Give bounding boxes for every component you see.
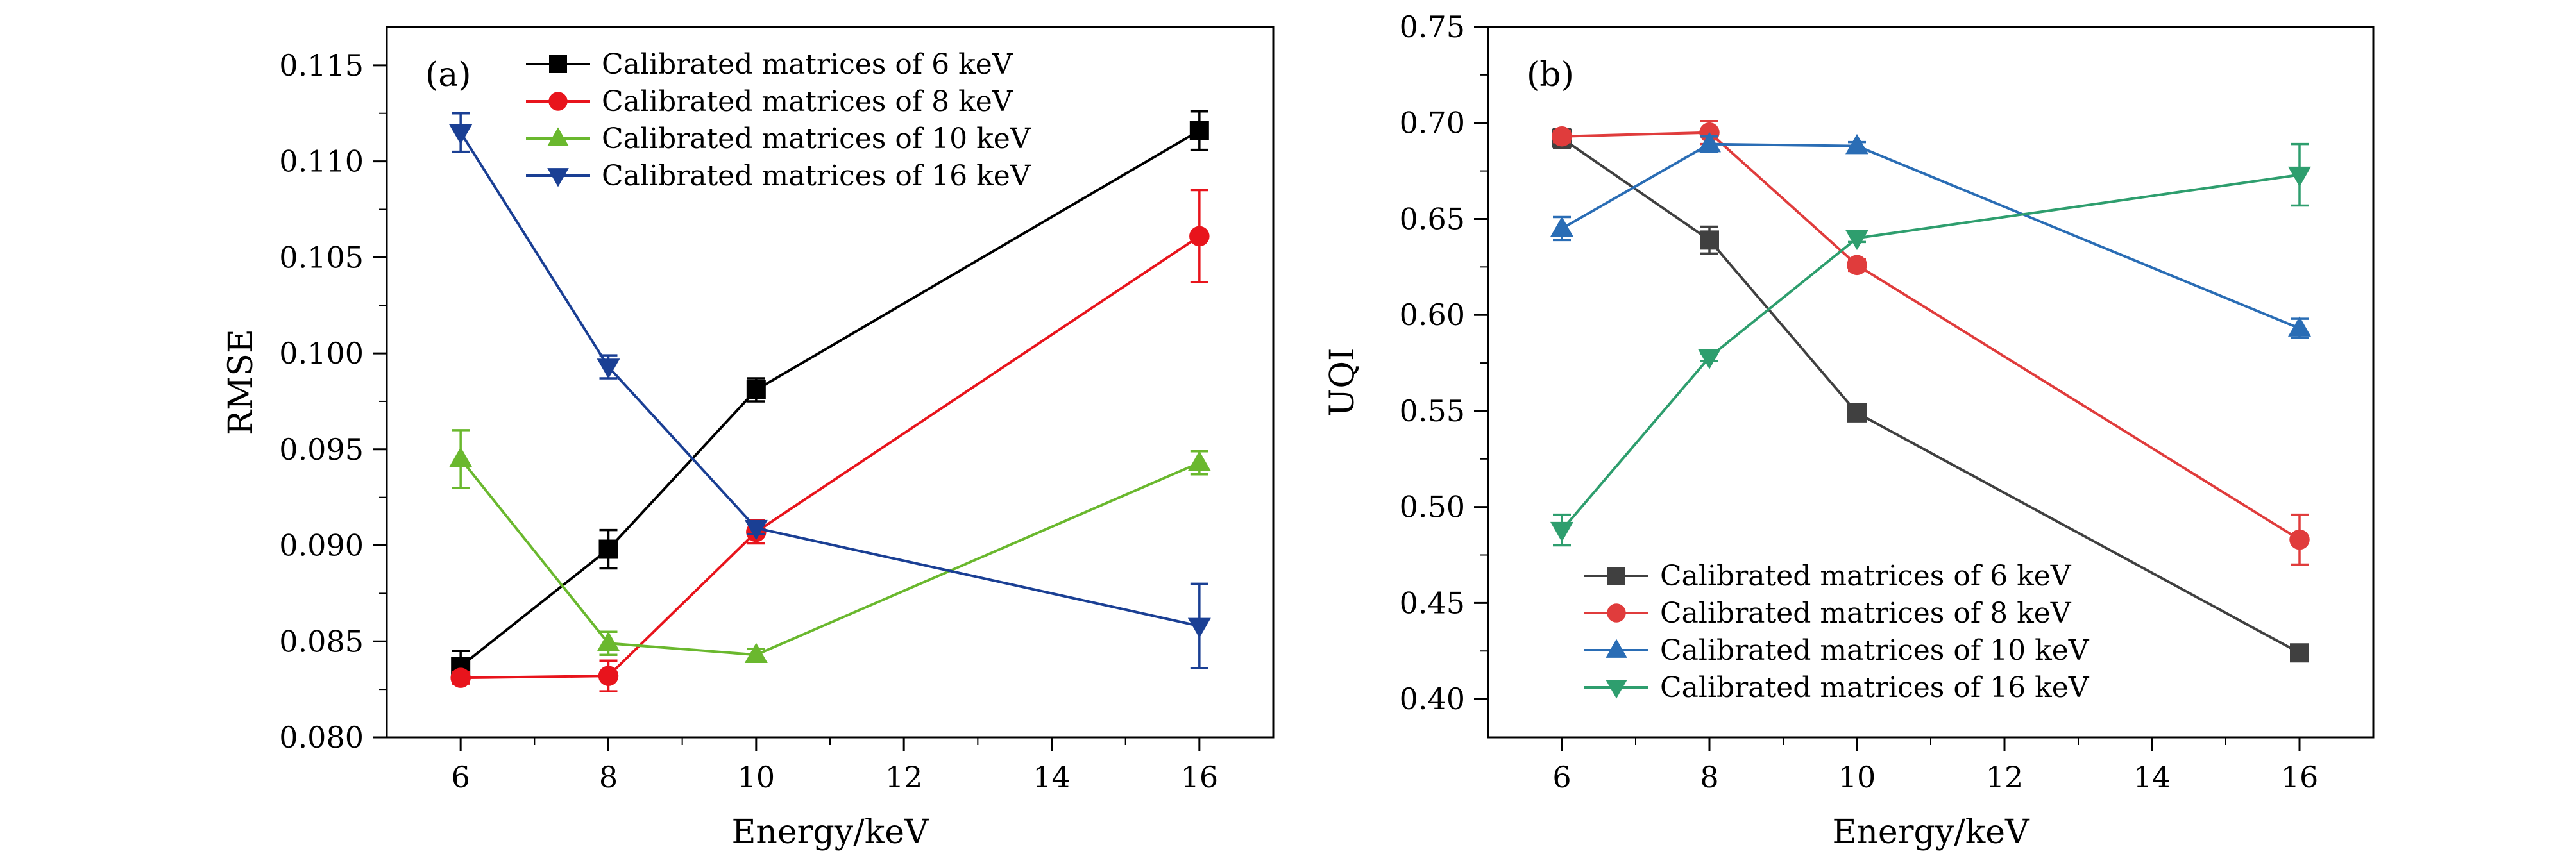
panel-b-data-point: [1550, 216, 1573, 237]
panel-b-legend-marker: [1606, 680, 1627, 699]
panel-a-legend-marker: [549, 55, 567, 73]
panel-a-x-tick-label: 6: [452, 760, 470, 794]
panel-b-data-point: [1845, 230, 1868, 251]
panel-a-data-point: [1187, 617, 1211, 639]
panel-a-data-point: [598, 666, 619, 686]
panel-b-data-point: [1698, 131, 1721, 153]
panel-b-y-tick-label: 0.70: [1400, 106, 1465, 140]
panel-b-legend-marker: [1606, 639, 1627, 658]
panel-b-legend-marker: [1607, 603, 1626, 623]
panel-b-plot-frame: [1487, 26, 2375, 739]
panel-b-x-tick-label: 16: [2281, 760, 2319, 794]
panel-a-data-point: [746, 380, 766, 399]
panel-b-data-point: [1847, 403, 1867, 423]
panel-a-data-point: [744, 519, 768, 541]
panel-a-y-tick-label: 0.085: [279, 624, 364, 659]
panel-a-series-2: [450, 189, 1210, 692]
panel-a-y-tick-label: 0.110: [279, 144, 364, 179]
panel-b-data-point: [1552, 126, 1572, 147]
panel-a-series-4: [449, 112, 1211, 669]
panel-b-series-line: [1561, 131, 2301, 541]
panel-b-data-point: [2288, 316, 2311, 337]
panel-b-label: (b): [1527, 56, 1574, 94]
panel-b-data-point: [1550, 521, 1573, 542]
panel-a-y-tick-label: 0.115: [279, 48, 364, 83]
panel-a-x-tick-label: 12: [885, 760, 923, 794]
panel-a-data-point: [449, 124, 473, 145]
panel-b-x-tick-label: 12: [1986, 760, 2024, 794]
panel-a-legend: Calibrated matrices of 6 keV Calibrated m…: [526, 48, 1031, 192]
panel-a-legend-label: Calibrated matrices of 6 keV: [602, 48, 1013, 81]
panel-b-legend: Calibrated matrices of 6 keV Calibrated m…: [1584, 560, 2090, 704]
panel-b-data-point: [2288, 166, 2311, 187]
panel-b-legend-label: Calibrated matrices of 10 keV: [1660, 634, 2090, 667]
panel-b-y-tick-label: 0.55: [1400, 394, 1465, 428]
panel-b-x-tick-label: 8: [1700, 760, 1718, 794]
panel-a-series-line: [461, 235, 1200, 680]
panel-b-data-point: [1700, 230, 1719, 250]
panel-b-y-tick-label: 0.75: [1400, 10, 1465, 44]
panel-b-series-2: [1552, 119, 2310, 566]
panel-a-data-point: [598, 539, 618, 559]
panel-b-series-line: [1561, 142, 2300, 330]
panel-a-legend-label: Calibrated matrices of 8 keV: [602, 85, 1013, 118]
panel-a-data-point: [597, 631, 620, 652]
panel-b-data-point: [2290, 643, 2309, 663]
panel-b-series-4: [1550, 142, 2311, 547]
panel-b-x-tick-label: 14: [2133, 760, 2171, 794]
panel-b-x-axis-title: Energy/keV: [1832, 813, 2030, 852]
panel-a-data-point: [744, 642, 768, 663]
panel-a-legend-label: Calibrated matrices of 10 keV: [602, 122, 1031, 155]
panel-b-data-point: [1845, 133, 1868, 155]
panel-a-series-line: [459, 129, 1200, 667]
panel-a-data-point: [1189, 226, 1210, 247]
panel-b-y-tick-label: 0.65: [1400, 201, 1465, 236]
panel-b-y-tick-label: 0.60: [1400, 298, 1465, 332]
panel-a-series-1: [451, 110, 1209, 683]
panel-a-legend-marker: [547, 127, 569, 146]
panel-a-x-axis-title: Energy/keV: [731, 813, 929, 852]
panel-a-x-tick-label: 8: [599, 760, 618, 794]
panel-a-y-axis-title: RMSE: [222, 329, 260, 435]
panel-b: 6 8 10 12 14 16 0.40 0.45 0.50 0.55 0.60 0.65 0.70 0.…: [1323, 10, 2375, 852]
panel-b-data-point: [2289, 529, 2310, 550]
panel-b-legend-marker: [1607, 567, 1625, 585]
panel-a: 6 8 10 12 14 16 0.080 0.085 0.090 0.095 0.100 0.105…: [222, 26, 1275, 852]
panel-a-y-tick-label: 0.090: [279, 528, 364, 563]
panel-a-label: (a): [425, 56, 471, 94]
panel-a-x-tick-label: 10: [738, 760, 775, 794]
panel-a-data-point: [450, 667, 471, 688]
panel-b-data-point: [1698, 349, 1721, 369]
panel-b-y-tick-label: 0.45: [1400, 585, 1465, 620]
panel-b-series-line: [1561, 137, 2300, 654]
panel-b-y-axis-title: UQI: [1323, 348, 1362, 417]
panel-a-data-point: [449, 447, 473, 467]
panel-a-y-tick-label: 0.080: [279, 720, 364, 755]
panel-a-y-tick-label: 0.100: [279, 336, 364, 371]
panel-b-x-tick-label: 10: [1838, 760, 1876, 794]
panel-b-y-tick-label: 0.50: [1400, 490, 1465, 525]
panel-a-data-point: [1187, 451, 1211, 471]
panel-a-legend-marker: [548, 92, 568, 111]
panel-b-x-tick-label: 6: [1552, 760, 1571, 794]
panel-b-legend-label: Calibrated matrices of 16 keV: [1660, 671, 2090, 704]
panel-b-legend-label: Calibrated matrices of 8 keV: [1660, 597, 2072, 630]
panel-a-series-3: [449, 429, 1211, 663]
panel-b-legend-label: Calibrated matrices of 6 keV: [1660, 560, 2072, 592]
panel-b-y-tick-label: 0.40: [1400, 682, 1465, 716]
panel-b-series-3: [1550, 131, 2311, 339]
panel-b-data-point: [1847, 255, 1867, 276]
panel-a-data-point: [1189, 121, 1209, 140]
panel-a-x-tick-label: 16: [1181, 760, 1219, 794]
panel-a-legend-label: Calibrated matrices of 16 keV: [602, 160, 1031, 192]
panel-a-series-line: [459, 131, 1200, 628]
panel-a-data-point: [597, 358, 620, 379]
panel-a-y-tick-label: 0.095: [279, 432, 364, 467]
panel-a-legend-marker: [547, 168, 569, 187]
panel-a-y-tick-label: 0.105: [279, 240, 364, 274]
panel-a-x-tick-label: 14: [1033, 760, 1071, 794]
panel-b-series-line: [1561, 173, 2300, 531]
panel-a-series-line: [459, 458, 1200, 657]
